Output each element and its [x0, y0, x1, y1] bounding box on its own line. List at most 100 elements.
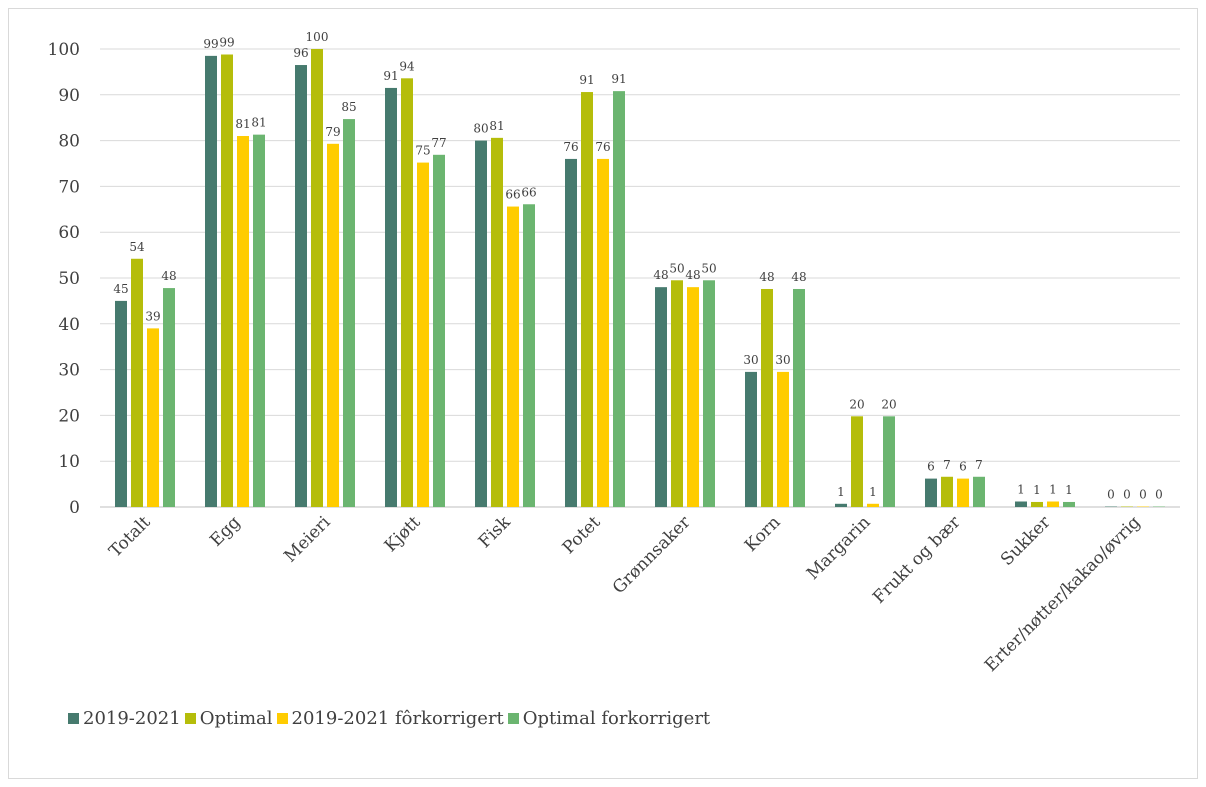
data-label: 6 — [959, 460, 967, 474]
data-label: 0 — [1139, 488, 1147, 502]
y-tick-label: 70 — [58, 177, 80, 197]
data-label: 80 — [473, 122, 488, 136]
x-tick-label: Korn — [741, 512, 785, 556]
bar-2-1 — [131, 258, 143, 507]
bar-1-9 — [835, 503, 847, 507]
x-tick-label: Egg — [206, 512, 244, 550]
data-label: 1 — [869, 485, 877, 499]
bar-3-8 — [777, 371, 789, 507]
x-tick-label: Sukker — [997, 512, 1055, 570]
data-label: 79 — [325, 125, 340, 139]
data-label: 91 — [579, 73, 594, 87]
legend-swatch — [507, 713, 519, 724]
bar-4-10 — [973, 476, 985, 507]
bar-1-7 — [655, 287, 667, 507]
bar-2-9 — [851, 416, 863, 507]
data-label: 91 — [611, 72, 626, 86]
bar-3-10 — [957, 478, 969, 507]
x-tick-label: Totalt — [105, 512, 154, 561]
data-label: 48 — [161, 269, 176, 283]
data-label: 1 — [1017, 483, 1025, 497]
bar-2-8 — [761, 288, 773, 507]
y-axis: 0 10 20 30 40 50 60 70 80 90 100 — [48, 40, 80, 518]
y-tick-label: 100 — [48, 40, 80, 60]
bar-1-8 — [745, 371, 757, 507]
bar-2-5 — [491, 137, 503, 508]
bar-1-2 — [205, 55, 217, 508]
bar-1-10 — [925, 478, 937, 507]
data-label: 76 — [563, 140, 578, 154]
data-label: 48 — [685, 268, 700, 282]
x-tick-label: Erter/nøtter/kakao/øvrig — [981, 512, 1145, 676]
data-label: 1 — [1033, 483, 1041, 497]
chart-legend: 2019-2021 Optimal 2019-2021 fôrkorrigert Op… — [68, 708, 714, 729]
data-label: 66 — [505, 188, 520, 202]
y-tick-label: 60 — [58, 223, 80, 243]
data-label: 75 — [415, 144, 430, 158]
legend-swatch — [276, 713, 288, 724]
bar-3-7 — [687, 287, 699, 507]
bar-1-3 — [295, 65, 307, 507]
data-label: 45 — [113, 282, 128, 296]
bar-4-8 — [793, 288, 805, 507]
bar-4-7 — [703, 280, 715, 507]
legend-item: Optimal — [184, 708, 273, 729]
bar-1-4 — [385, 87, 397, 508]
data-label: 39 — [145, 309, 160, 323]
data-label: 50 — [669, 261, 684, 275]
bar-1-5 — [475, 140, 487, 507]
bar-4-4 — [433, 154, 445, 507]
bar-4-6 — [613, 91, 625, 508]
legend-swatch — [68, 713, 79, 724]
data-label: 81 — [251, 116, 266, 130]
bar-2-6 — [581, 92, 593, 507]
gridlines — [100, 48, 1180, 508]
bar-3-6 — [597, 158, 609, 508]
bar-3-4 — [417, 162, 429, 508]
bars — [115, 49, 1165, 508]
data-label: 0 — [1123, 488, 1131, 502]
y-tick-label: 40 — [58, 315, 80, 335]
legend-label: 2019-2021 fôrkorrigert — [291, 708, 504, 729]
bar-2-10 — [941, 476, 953, 507]
data-label: 48 — [653, 268, 668, 282]
x-tick-label: Grønnsaker — [609, 512, 695, 598]
data-label: 100 — [306, 30, 329, 44]
data-label: 81 — [235, 117, 250, 131]
bar-3-5 — [507, 206, 519, 507]
data-label: 66 — [521, 185, 536, 199]
data-label: 7 — [943, 458, 951, 472]
bar-4-11 — [1063, 501, 1075, 507]
bar-1-6 — [565, 158, 577, 508]
x-tick-label: Margarin — [803, 512, 875, 584]
data-label: 30 — [743, 353, 758, 367]
y-tick-label: 80 — [58, 132, 80, 152]
x-axis: Totalt Egg Meieri Kjøtt Fisk Potet Grønnsaker K… — [105, 512, 1144, 676]
data-label: 7 — [975, 458, 983, 472]
legend-item: 2019-2021 fôrkorrigert — [276, 708, 504, 729]
bar-3-2 — [237, 136, 249, 507]
bar-4-9 — [883, 416, 895, 507]
data-label: 48 — [791, 270, 806, 284]
x-tick-label: Frukt og bær — [869, 512, 965, 608]
y-tick-label: 10 — [58, 452, 80, 472]
bar-3-11 — [1047, 501, 1059, 507]
data-label: 1 — [1049, 483, 1057, 497]
data-label: 6 — [927, 460, 935, 474]
bar-3-9 — [867, 503, 879, 507]
data-label: 81 — [489, 119, 504, 133]
data-label: 0 — [1107, 488, 1115, 502]
data-label: 91 — [383, 69, 398, 83]
data-label: 85 — [341, 100, 356, 114]
data-label: 1 — [1065, 483, 1073, 497]
y-tick-label: 20 — [58, 406, 80, 426]
legend-swatch — [184, 713, 196, 724]
bar-4-5 — [523, 204, 535, 507]
bar-2-2 — [221, 54, 233, 507]
bar-4-1 — [163, 288, 175, 507]
data-label: 54 — [129, 240, 145, 254]
legend-item: Optimal forkorrigert — [507, 708, 710, 729]
data-label: 30 — [775, 353, 790, 367]
data-label: 48 — [759, 270, 774, 284]
